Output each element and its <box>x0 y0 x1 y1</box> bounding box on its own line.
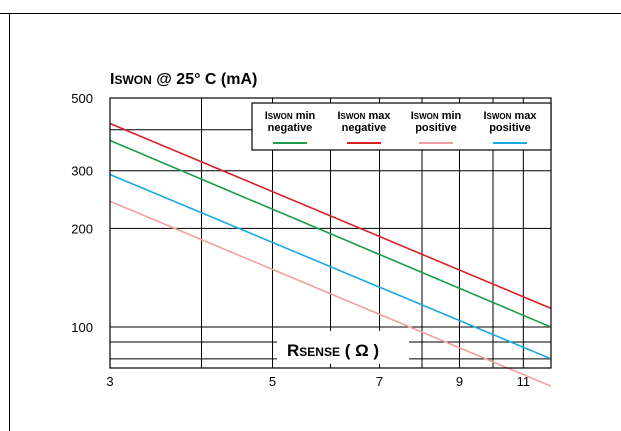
y-tick-label: 300 <box>71 164 93 179</box>
legend-label-line2: negative <box>342 122 387 134</box>
x-tick-labels: 3 5 7 9 11 <box>106 374 530 389</box>
legend-label-line1: ISWON min <box>411 110 462 122</box>
x-axis-label-group: RSENSE ( Ω ) <box>277 331 409 364</box>
legend-label-line1: ISWON max <box>337 110 391 122</box>
x-tick-label: 7 <box>376 374 383 389</box>
legend-label-line1: ISWON max <box>483 110 537 122</box>
series-line-3 <box>109 200 552 387</box>
x-axis-label: RSENSE ( Ω ) <box>287 341 379 360</box>
chart-title: ISWON @ 25° C (mA) <box>110 71 257 88</box>
y-tick-label: 200 <box>71 221 93 236</box>
series-layer <box>109 122 552 387</box>
y-tick-label: 100 <box>71 320 93 335</box>
series-line-2 <box>109 122 552 310</box>
x-tick-label: 9 <box>456 374 463 389</box>
y-tick-labels: 100 200 300 500 <box>71 91 93 335</box>
x-axis-label-box <box>277 331 409 364</box>
legend-label-line2: positive <box>415 122 457 134</box>
legend-label-line2: positive <box>489 122 531 134</box>
x-tick-label: 3 <box>106 374 113 389</box>
legend-label-line1: ISWON min <box>265 110 316 122</box>
x-tick-label: 5 <box>269 374 276 389</box>
series-line-4 <box>109 173 552 360</box>
plot-border <box>109 97 552 369</box>
series-line-1 <box>109 139 552 328</box>
x-tick-label: 11 <box>517 374 531 389</box>
y-tick-label: 500 <box>71 91 93 106</box>
legend-label-line2: negative <box>268 122 313 134</box>
